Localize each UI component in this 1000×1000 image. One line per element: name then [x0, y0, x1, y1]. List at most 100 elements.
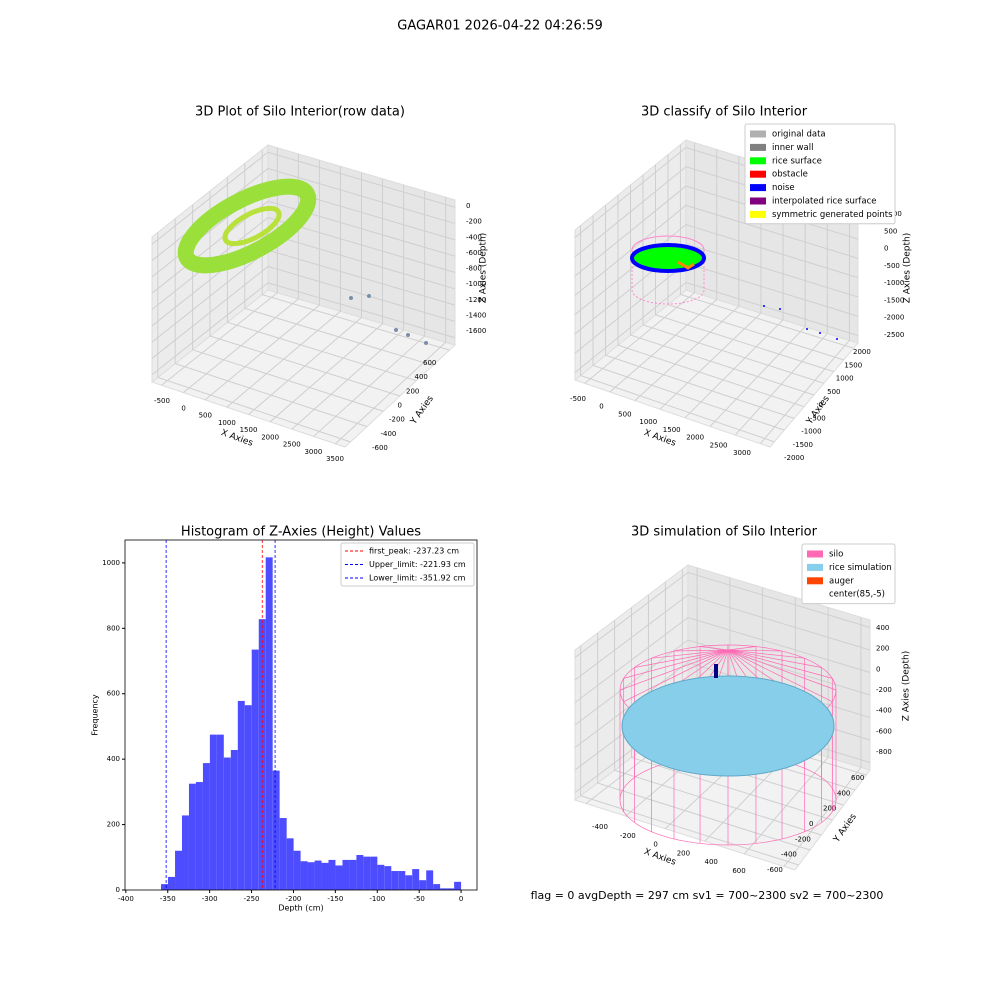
x-tick-label: 0 — [599, 403, 603, 411]
legend-swatch — [750, 130, 766, 138]
x-tick-label: 0 — [181, 404, 185, 412]
silo-spoke — [727, 649, 822, 668]
bar — [342, 859, 350, 890]
bar — [321, 862, 329, 890]
noise-point — [406, 333, 410, 337]
grid-line — [609, 149, 718, 393]
z-tick-label: 500 — [884, 227, 897, 235]
point-cloud-inner — [222, 205, 282, 247]
grid-line — [151, 282, 456, 376]
axis-label: Y Axies — [831, 812, 859, 845]
axis-label: Z Axies (Depth) — [902, 651, 912, 722]
surface — [630, 243, 706, 273]
x-tick-label: -200 — [620, 832, 636, 840]
bar — [188, 783, 196, 890]
x-tick-label: 1000 — [639, 418, 657, 426]
grid-line — [151, 233, 456, 327]
grid-line — [617, 195, 805, 408]
status-text: flag = 0 avgDepth = 297 cm sv1 = 700~230… — [531, 889, 884, 902]
bar — [167, 876, 176, 890]
grid-line — [574, 281, 859, 373]
legend-swatch — [750, 157, 766, 165]
bar — [447, 888, 455, 890]
y-tick-label: 0 — [809, 820, 813, 828]
legend-swatch — [750, 170, 766, 178]
bar — [377, 864, 385, 890]
x-tick-label: 3000 — [733, 449, 751, 457]
grid-line — [161, 147, 278, 386]
plot-frame — [124, 539, 478, 891]
y-tick-label: 0 — [116, 886, 120, 894]
bar — [314, 860, 322, 890]
z-tick-label: -800 — [466, 265, 482, 273]
y-tick-label: -400 — [781, 851, 797, 859]
bar — [195, 782, 203, 890]
x-tick-label: -250 — [244, 895, 260, 903]
x-tick-label: -50 — [413, 895, 424, 903]
wall-side — [631, 250, 705, 305]
silo-spoke — [727, 649, 805, 659]
grid-line — [174, 218, 368, 428]
bar — [335, 865, 343, 890]
z-tick-label: -1000 — [884, 279, 904, 287]
legend-label: silo — [829, 550, 843, 560]
grid-line — [151, 216, 456, 310]
y-tick-label: 400 — [107, 755, 120, 763]
noise-point — [763, 305, 765, 307]
noise-point — [367, 294, 371, 298]
silo-spoke — [727, 649, 833, 702]
grid-line — [597, 633, 811, 851]
x-tick-label: 200 — [677, 849, 690, 857]
legend-label: noise — [772, 183, 795, 193]
silo-spoke — [673, 649, 729, 652]
y-tick-label: -500 — [810, 414, 826, 422]
legend-label: inner wall — [772, 143, 813, 153]
grid-line — [204, 160, 320, 401]
grid-line — [783, 617, 862, 867]
y-tick-label: 1500 — [844, 361, 862, 369]
grid-line — [157, 232, 351, 443]
point-cloud — [177, 178, 317, 274]
bar — [412, 869, 420, 890]
legend-swatch — [807, 550, 823, 558]
legend-label: center(85,-5) — [829, 590, 885, 600]
x-tick-label: -100 — [369, 895, 385, 903]
silo-spoke — [727, 649, 783, 652]
z-tick-label: -1200 — [466, 296, 486, 304]
bar — [223, 757, 231, 890]
x-tick-label: -500 — [570, 395, 586, 403]
grid-line — [580, 645, 799, 866]
bar — [175, 850, 182, 890]
z-tick-label: -400 — [466, 233, 482, 241]
legend-swatch — [750, 184, 766, 192]
x-tick-label: 400 — [705, 858, 718, 866]
grid-line — [580, 225, 775, 443]
y-tick-label: 0 — [398, 402, 402, 410]
bar — [405, 875, 413, 890]
bar — [384, 866, 392, 890]
bar — [293, 850, 301, 890]
rice-surface — [621, 675, 835, 777]
grid-line — [574, 594, 871, 681]
x-tick-label: 1500 — [663, 426, 681, 434]
grid-line — [630, 185, 815, 396]
legend-swatch — [750, 210, 766, 218]
z-tick-label: -200 — [466, 218, 482, 226]
x-tick-label: 600 — [732, 867, 745, 875]
bar — [244, 705, 252, 890]
y-tick-label: -1500 — [793, 441, 813, 449]
z-tick-label: -500 — [884, 262, 900, 270]
bar — [237, 700, 245, 890]
grid-line — [291, 184, 405, 430]
bar — [433, 884, 441, 890]
silo-spoke — [700, 646, 729, 651]
x-tick-label: 0 — [653, 841, 657, 849]
x-tick-label: -200 — [286, 895, 302, 903]
y-tick-label: 1000 — [102, 559, 120, 567]
bar — [426, 870, 434, 890]
legend-label: interpolated rice surface — [772, 197, 877, 207]
bar — [307, 862, 315, 890]
noise-point — [349, 296, 353, 300]
y-tick-label: -400 — [381, 430, 397, 438]
